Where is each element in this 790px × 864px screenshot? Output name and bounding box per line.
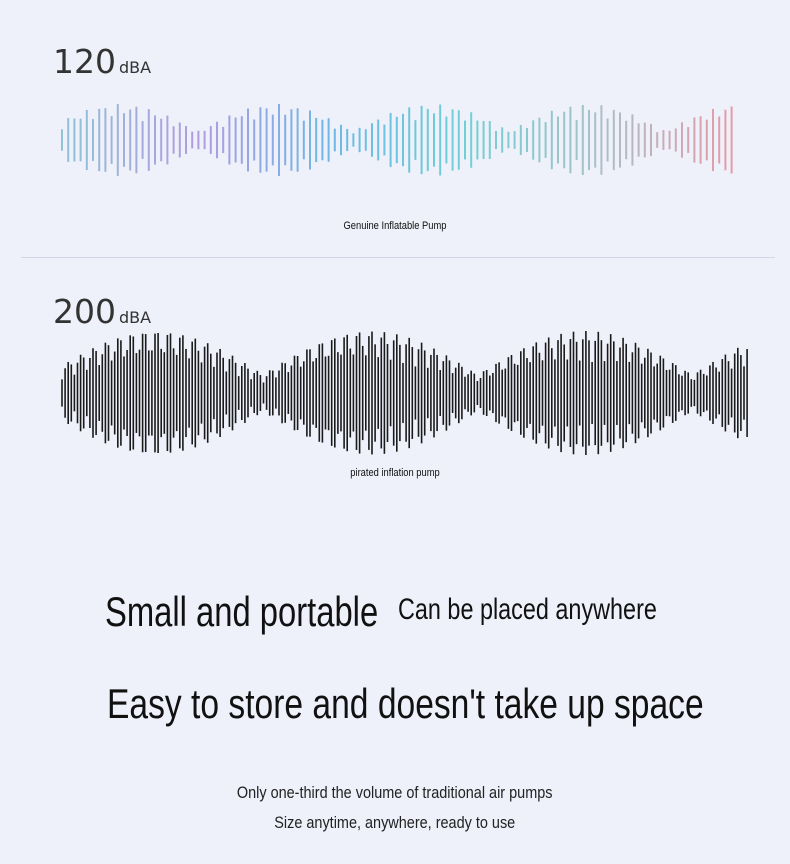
subtext-volume-text: Only one-third the volume of traditional…	[237, 783, 553, 802]
genuine-level-unit: dBA	[119, 58, 152, 77]
genuine-sound-wave	[61, 104, 733, 176]
pirated-pump-panel: 200 dBA pirated inflation pump	[0, 258, 790, 498]
subtext-ready-text: Size anytime, anywhere, ready to use	[274, 813, 516, 832]
section-divider	[21, 257, 775, 258]
genuine-caption: Genuine Inflatable Pump	[343, 220, 447, 232]
pirated-sound-wave	[61, 331, 748, 455]
pirated-caption: pirated inflation pump	[350, 467, 440, 479]
genuine-level-value: 120	[53, 42, 116, 81]
headline-placed-anywhere: Can be placed anywhere	[398, 593, 657, 626]
pirated-level: 200 dBA	[53, 292, 151, 331]
subtext-volume: Only one-third the volume of traditional…	[0, 783, 790, 803]
pirated-level-value: 200	[53, 292, 116, 331]
genuine-pump-panel: 120 dBA Genuine Inflatable Pump	[0, 0, 790, 256]
pirated-level-unit: dBA	[119, 308, 152, 327]
headline-easy-store: Easy to store and doesn't take up space	[107, 680, 704, 727]
headline-small-portable: Small and portable	[105, 588, 379, 635]
genuine-level: 120 dBA	[53, 42, 151, 81]
subtext-ready: Size anytime, anywhere, ready to use	[0, 813, 790, 833]
